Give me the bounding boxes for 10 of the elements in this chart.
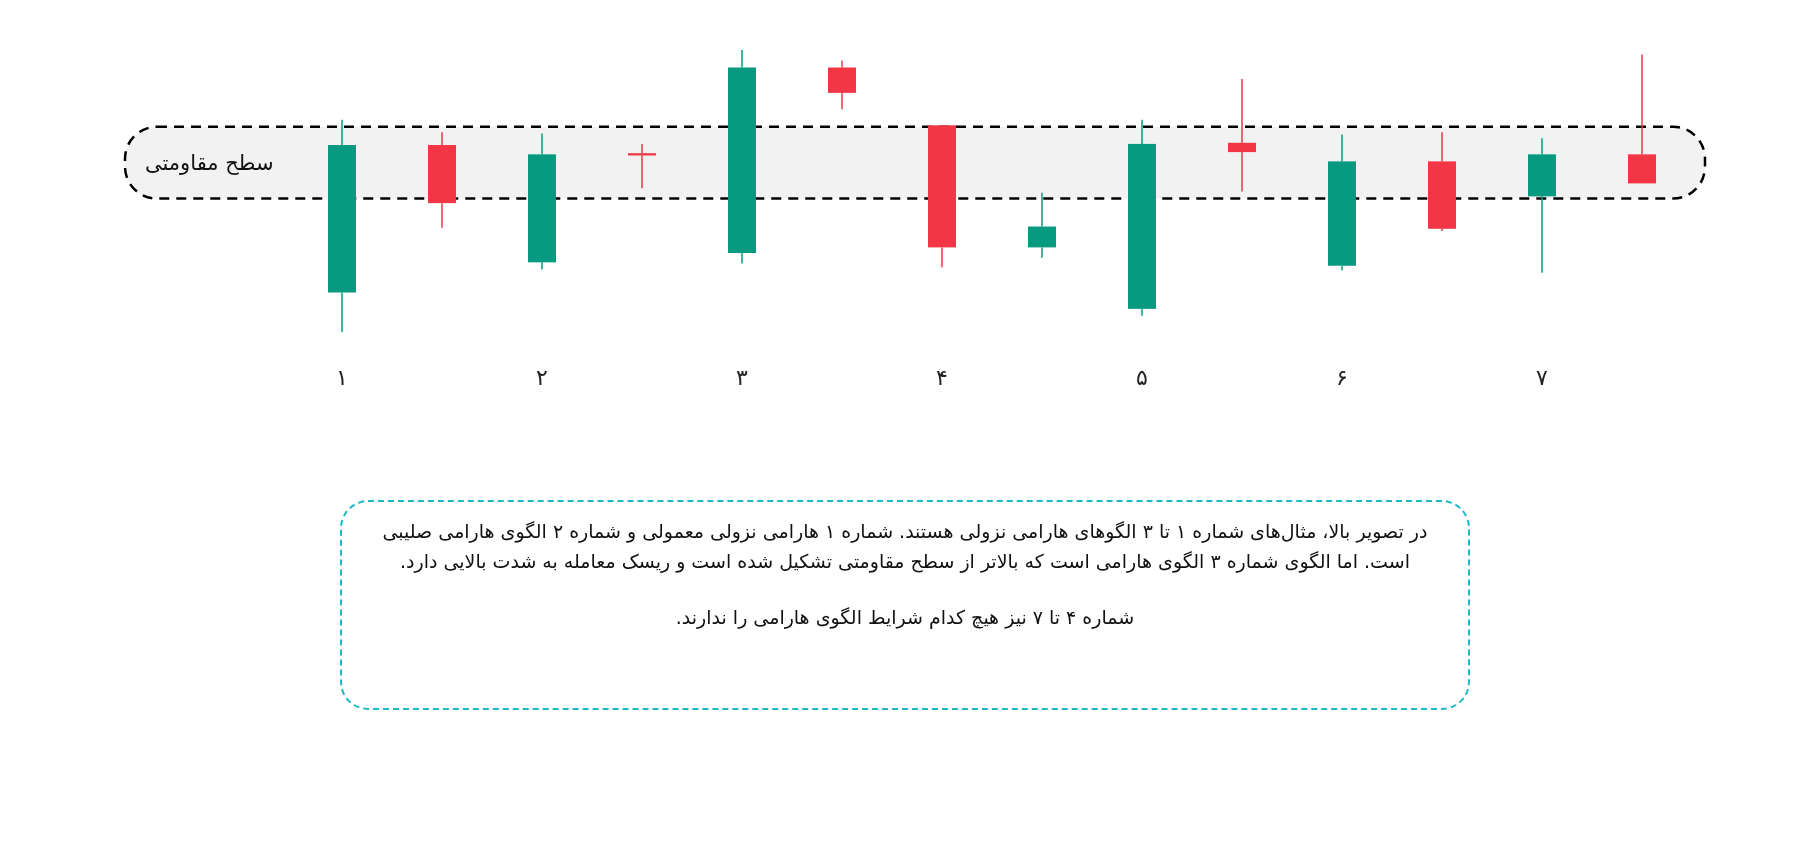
x-tick-label: ۴: [936, 365, 948, 390]
x-tick-label: ۷: [1536, 365, 1549, 390]
x-tick-label: ۳: [736, 365, 749, 390]
x-tick-label: ۲: [536, 365, 548, 390]
x-tick-label: ۵: [1136, 365, 1148, 390]
x-tick-label: ۱: [336, 365, 348, 390]
x-tick-label: ۶: [1336, 365, 1348, 390]
text: در تصویر بالا، مثال‌های شماره ۱ تا ۳ الگوهای هارامی نزولی هستند. شماره ۱ هارامی نزولی معمولی و شماره ۲ الگوی هارامی صلیبی است. اما الگوی شماره ۳ الگوی هارامی است که بالاتر از سطح مقاومتی تشکیل شده است و ریسک معامله به شدت بالایی دارد.: [381, 519, 1429, 575]
band-label: سطح مقاومتی: [145, 150, 274, 175]
text: شماره ۴ تا ۷ نیز هیچ کدام شرایط الگوی هارامی را ندارند.: [674, 605, 1136, 631]
